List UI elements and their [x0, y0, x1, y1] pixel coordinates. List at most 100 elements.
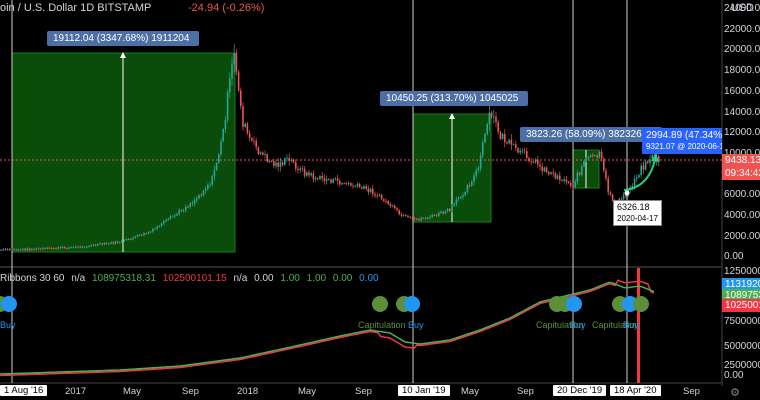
- candle-body: [169, 216, 172, 219]
- candle-body: [44, 248, 46, 249]
- candle-body: [488, 112, 491, 125]
- candle-body: [361, 187, 363, 189]
- candle-body: [110, 242, 112, 244]
- candle-body: [323, 178, 326, 181]
- symbol-title[interactable]: oin / U.S. Dollar 1D BITSTAMP: [0, 2, 152, 14]
- candle-body: [310, 173, 312, 176]
- candle-body: [103, 243, 106, 245]
- candle-body: [233, 53, 235, 65]
- candle-body: [352, 185, 354, 187]
- cursor-marker: [637, 268, 640, 383]
- candle-body: [455, 199, 458, 205]
- candle-body: [462, 195, 464, 197]
- candle-body: [380, 194, 383, 200]
- candle-body: [218, 154, 220, 163]
- candle-body: [598, 151, 601, 158]
- candle-body: [211, 176, 213, 185]
- candle-body: [94, 244, 97, 246]
- candle-body: [464, 192, 466, 196]
- candle-body: [471, 181, 473, 186]
- candle-body: [596, 155, 598, 158]
- candle-body: [222, 129, 224, 142]
- candle-body: [284, 158, 286, 165]
- candle-body: [220, 141, 222, 155]
- candle-body: [163, 221, 165, 224]
- candle-body: [440, 211, 442, 213]
- candle-body: [460, 196, 462, 199]
- candle-body: [574, 181, 576, 188]
- candle-body: [9, 248, 11, 250]
- candle-body: [433, 214, 436, 216]
- candle-body: [438, 212, 440, 216]
- candle-body: [224, 119, 227, 130]
- candle-body: [457, 198, 460, 200]
- candle-body: [286, 158, 288, 159]
- price-axis-tick: 24000.00: [724, 3, 760, 14]
- candle-body: [367, 188, 370, 193]
- indicator-value-1: n/a: [71, 273, 86, 284]
- candle-body: [37, 248, 40, 250]
- candle-body: [506, 142, 508, 144]
- candle-body: [303, 168, 306, 176]
- settings-gear-icon[interactable]: ⚙: [730, 387, 740, 399]
- candle-body: [207, 184, 209, 189]
- candle-body: [136, 235, 139, 237]
- candle-body: [158, 226, 161, 228]
- capitulation-label: Capitulation: [592, 320, 640, 330]
- low-point-dot: [624, 190, 630, 196]
- price-axis-tick: 18000.00: [724, 65, 760, 77]
- candle-body: [550, 172, 552, 175]
- candle-body: [512, 144, 515, 146]
- candle-body: [301, 168, 304, 170]
- indicator-name: Ribbons 30 60: [0, 273, 65, 284]
- candle-body: [561, 180, 563, 181]
- time-axis-label: May: [461, 386, 479, 397]
- candle-body: [510, 139, 513, 145]
- candle-body: [262, 152, 264, 155]
- indicator-legend[interactable]: Ribbons 30 60 n/a 108975318.31 102500101…: [0, 273, 383, 284]
- candle-body: [202, 190, 205, 196]
- measure-label-3: 3823.26 (58.09%) 382326: [520, 127, 662, 142]
- candle-body: [413, 218, 416, 220]
- candle-body: [345, 183, 348, 185]
- candle-body: [402, 214, 405, 216]
- candle-body: [365, 186, 367, 189]
- candle-body: [185, 206, 187, 211]
- candle-body: [521, 150, 524, 152]
- indicator-axis-tick: 125000000: [724, 266, 760, 277]
- candle-body: [409, 216, 411, 218]
- candle-body: [473, 175, 475, 182]
- candle-body: [61, 246, 64, 248]
- candle-body: [572, 185, 574, 188]
- candle-body: [22, 248, 24, 250]
- candle-body: [383, 199, 385, 201]
- candle-body: [504, 134, 506, 143]
- candle-body: [88, 245, 90, 247]
- price-axis-tick: 14000.00: [724, 106, 760, 118]
- callout-line-2: 9321.07 @ 2020-06-16: [646, 142, 722, 151]
- candle-body: [66, 248, 68, 249]
- candle-body: [198, 194, 200, 199]
- candle-body: [519, 150, 521, 153]
- candle-body: [576, 172, 579, 182]
- candle-body: [600, 151, 603, 159]
- candle-body: [592, 155, 594, 157]
- candle-body: [407, 215, 409, 217]
- candle-body: [334, 178, 337, 180]
- candle-body: [647, 161, 649, 163]
- candle-body: [68, 247, 70, 249]
- candle-body: [534, 159, 537, 163]
- currency-label[interactable]: USD: [730, 2, 754, 14]
- candle-body: [651, 155, 653, 160]
- candle-body: [119, 242, 121, 244]
- measure-arrowhead-1: [120, 52, 126, 58]
- candle-body: [484, 133, 486, 143]
- candle-body: [532, 162, 535, 163]
- time-axis-label: 2017: [65, 386, 87, 397]
- candle-body: [609, 192, 612, 195]
- buy-dot: [404, 296, 420, 312]
- candle-body: [581, 166, 583, 175]
- candle-body: [143, 233, 145, 236]
- candle-body: [31, 249, 33, 251]
